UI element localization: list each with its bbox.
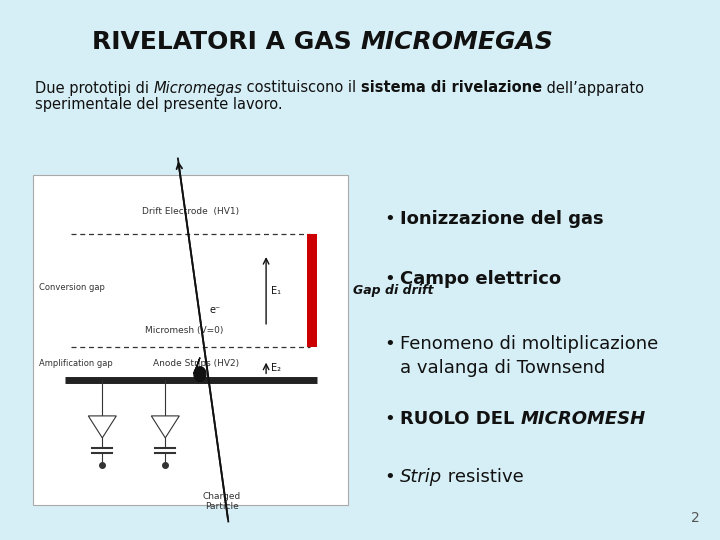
Polygon shape	[194, 357, 206, 381]
Text: Amplification gap: Amplification gap	[40, 359, 113, 368]
Text: Fenomeno di moltiplicazione
a valanga di Townsend: Fenomeno di moltiplicazione a valanga di…	[400, 335, 658, 376]
Text: e⁻: e⁻	[210, 305, 220, 315]
Text: •: •	[384, 270, 395, 288]
Polygon shape	[151, 416, 179, 438]
Text: Charged
Particle: Charged Particle	[203, 492, 241, 511]
Text: Ionizzazione del gas: Ionizzazione del gas	[400, 210, 603, 228]
Bar	[307, 234, 317, 347]
Text: Due prototipi di: Due prototipi di	[35, 80, 153, 96]
Text: Campo elettrico: Campo elettrico	[400, 270, 561, 288]
Text: •: •	[384, 335, 395, 353]
Text: sistema di rivelazione: sistema di rivelazione	[361, 80, 542, 96]
Text: sperimentale del presente lavoro.: sperimentale del presente lavoro.	[35, 98, 283, 112]
Bar	[33, 175, 348, 505]
Text: Conversion gap: Conversion gap	[40, 283, 105, 292]
Text: Gap di drift: Gap di drift	[353, 284, 433, 297]
Text: •: •	[384, 468, 395, 486]
Text: Anode Strips (HV2): Anode Strips (HV2)	[153, 359, 239, 368]
Polygon shape	[89, 416, 117, 438]
Text: E₂: E₂	[271, 363, 281, 373]
Text: costituiscono il: costituiscono il	[243, 80, 361, 96]
Text: E₁: E₁	[271, 286, 281, 295]
Text: Micromesh (V=0): Micromesh (V=0)	[145, 326, 223, 335]
Text: •: •	[384, 210, 395, 228]
Text: Micromegas: Micromegas	[153, 80, 243, 96]
Text: resistive: resistive	[442, 468, 524, 486]
Text: MICROMEGAS: MICROMEGAS	[360, 30, 553, 54]
Text: RIVELATORI A GAS: RIVELATORI A GAS	[91, 30, 360, 54]
Text: Drift Electrode  (HV1): Drift Electrode (HV1)	[142, 207, 239, 216]
Text: dell’apparato: dell’apparato	[542, 80, 644, 96]
Text: 2: 2	[691, 511, 700, 525]
Text: Strip: Strip	[400, 468, 442, 486]
Text: MICROMESH: MICROMESH	[521, 410, 646, 428]
Text: RUOLO DEL: RUOLO DEL	[400, 410, 521, 428]
Text: •: •	[384, 410, 395, 428]
